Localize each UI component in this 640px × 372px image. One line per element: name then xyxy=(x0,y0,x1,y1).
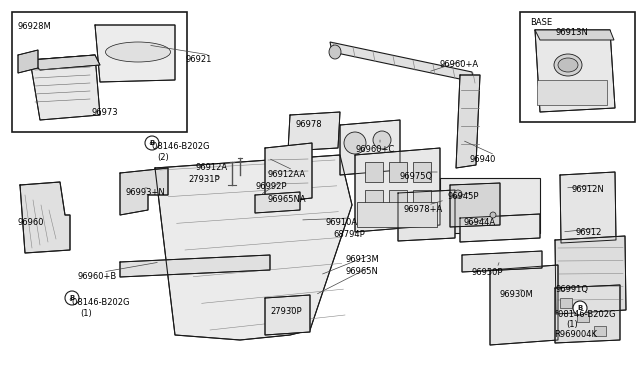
Bar xyxy=(389,190,407,210)
Bar xyxy=(357,202,437,227)
Text: 96940: 96940 xyxy=(470,155,497,164)
Text: 96960+B: 96960+B xyxy=(78,272,117,281)
Polygon shape xyxy=(265,295,310,335)
Text: 96960+A: 96960+A xyxy=(440,60,479,69)
Bar xyxy=(413,190,431,210)
Text: °08146-B202G: °08146-B202G xyxy=(148,142,209,151)
Polygon shape xyxy=(120,168,168,215)
Bar xyxy=(365,190,383,210)
Text: 96960: 96960 xyxy=(18,218,45,227)
Text: B: B xyxy=(577,305,582,311)
Polygon shape xyxy=(398,190,455,241)
Bar xyxy=(594,326,606,336)
Text: 96912AA: 96912AA xyxy=(268,170,306,179)
Ellipse shape xyxy=(454,190,462,198)
Text: 96993+N: 96993+N xyxy=(125,188,164,197)
Polygon shape xyxy=(330,42,474,82)
Polygon shape xyxy=(560,172,616,243)
Polygon shape xyxy=(535,30,615,112)
Bar xyxy=(577,312,589,322)
Text: 27931P: 27931P xyxy=(188,175,220,184)
Text: 96975Q: 96975Q xyxy=(400,172,433,181)
Polygon shape xyxy=(462,251,542,272)
Polygon shape xyxy=(30,55,100,70)
Text: 96973: 96973 xyxy=(92,108,118,117)
Bar xyxy=(12,12,187,132)
Text: 96913M: 96913M xyxy=(345,255,379,264)
Ellipse shape xyxy=(573,301,587,315)
Text: 96945P: 96945P xyxy=(448,192,479,201)
Text: 96944A: 96944A xyxy=(463,218,495,227)
Ellipse shape xyxy=(145,136,159,150)
Polygon shape xyxy=(355,148,440,232)
Ellipse shape xyxy=(558,58,578,72)
Polygon shape xyxy=(155,155,352,340)
Text: 96930M: 96930M xyxy=(500,290,534,299)
Bar xyxy=(537,80,607,105)
Text: (1): (1) xyxy=(80,309,92,318)
Polygon shape xyxy=(95,25,175,82)
Ellipse shape xyxy=(373,131,391,149)
Text: 96928M: 96928M xyxy=(18,22,52,31)
Text: °08146-B202G: °08146-B202G xyxy=(554,310,616,319)
Polygon shape xyxy=(450,183,500,227)
Polygon shape xyxy=(555,236,626,314)
Polygon shape xyxy=(555,285,620,343)
Text: (1): (1) xyxy=(566,320,578,329)
Polygon shape xyxy=(490,265,558,345)
Ellipse shape xyxy=(106,42,170,62)
Text: B: B xyxy=(69,295,75,301)
Text: R969004K: R969004K xyxy=(554,330,597,339)
Text: 96978+A: 96978+A xyxy=(403,205,442,214)
Text: (2): (2) xyxy=(157,153,169,162)
Text: °08146-B202G: °08146-B202G xyxy=(68,298,129,307)
Ellipse shape xyxy=(344,132,366,154)
Polygon shape xyxy=(18,50,38,73)
Bar xyxy=(440,178,540,233)
Text: 96965NA: 96965NA xyxy=(268,195,307,204)
Text: B: B xyxy=(149,140,155,146)
Text: BASE: BASE xyxy=(530,18,552,27)
Text: 96991Q: 96991Q xyxy=(556,285,589,294)
Polygon shape xyxy=(30,55,100,120)
Text: 96960+C: 96960+C xyxy=(355,145,394,154)
Polygon shape xyxy=(120,255,270,277)
Text: 96950P: 96950P xyxy=(472,268,504,277)
Ellipse shape xyxy=(329,45,341,59)
Text: 96912: 96912 xyxy=(575,228,602,237)
Text: 96912A: 96912A xyxy=(195,163,227,172)
Text: 96992P: 96992P xyxy=(256,182,287,191)
Text: 68794P: 68794P xyxy=(333,230,365,239)
Polygon shape xyxy=(288,112,340,151)
Polygon shape xyxy=(255,192,300,213)
Ellipse shape xyxy=(490,212,496,218)
Text: 96978: 96978 xyxy=(295,120,322,129)
Polygon shape xyxy=(460,214,540,242)
Bar xyxy=(389,162,407,182)
Polygon shape xyxy=(20,182,70,253)
Text: 96965N: 96965N xyxy=(345,267,378,276)
Bar xyxy=(560,298,572,308)
Ellipse shape xyxy=(65,291,79,305)
Polygon shape xyxy=(456,75,480,168)
Text: 96913N: 96913N xyxy=(556,28,589,37)
Bar xyxy=(520,12,635,122)
Ellipse shape xyxy=(554,54,582,76)
Polygon shape xyxy=(535,30,614,40)
Text: 96910A: 96910A xyxy=(325,218,357,227)
Bar xyxy=(365,162,383,182)
Polygon shape xyxy=(265,143,312,203)
Text: 96912N: 96912N xyxy=(572,185,605,194)
Polygon shape xyxy=(340,120,400,175)
Bar xyxy=(413,162,431,182)
Text: 27930P: 27930P xyxy=(270,307,301,316)
Text: 96921: 96921 xyxy=(185,55,211,64)
